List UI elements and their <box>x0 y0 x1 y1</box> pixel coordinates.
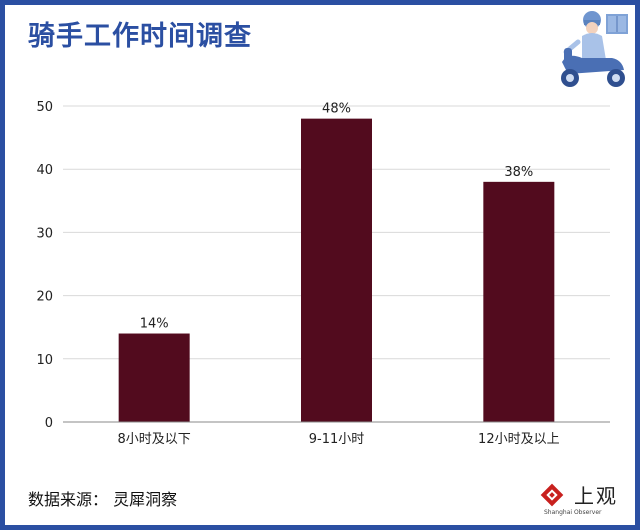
y-tick-label: 40 <box>36 163 53 178</box>
logo-subtitle: Shanghai Observer <box>544 509 602 516</box>
x-tick-label: 8小时及以下 <box>118 432 191 447</box>
x-tick-label: 9-11小时 <box>309 432 365 447</box>
bar <box>483 181 555 422</box>
logo-text: 上观 <box>574 484 618 508</box>
publisher-logo: 上观 Shanghai Observer <box>540 480 630 520</box>
y-tick-label: 50 <box>36 100 53 115</box>
chart-title: 骑手工作时间调查 <box>28 21 252 52</box>
y-tick-label: 20 <box>36 290 53 305</box>
data-label: 48% <box>322 102 351 117</box>
y-tick-label: 0 <box>45 416 53 431</box>
bar <box>118 333 190 422</box>
source-note: 数据来源： 灵犀洞察 <box>28 490 178 509</box>
data-label: 38% <box>504 165 533 180</box>
delivery-rider-scooter-icon <box>561 11 628 87</box>
y-tick-label: 10 <box>36 353 53 368</box>
x-tick-label: 12小时及以上 <box>478 432 560 447</box>
y-tick-label: 30 <box>36 226 53 241</box>
shanghai-observer-logo-icon <box>540 483 564 507</box>
bar <box>301 118 372 422</box>
data-label: 14% <box>140 317 169 332</box>
